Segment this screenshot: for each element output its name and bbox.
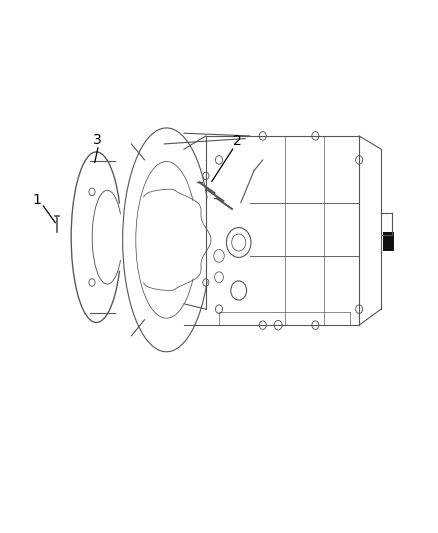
Text: 2: 2 bbox=[233, 134, 242, 148]
FancyBboxPatch shape bbox=[383, 232, 394, 251]
Text: 3: 3 bbox=[93, 133, 102, 147]
Text: 1: 1 bbox=[33, 193, 42, 207]
